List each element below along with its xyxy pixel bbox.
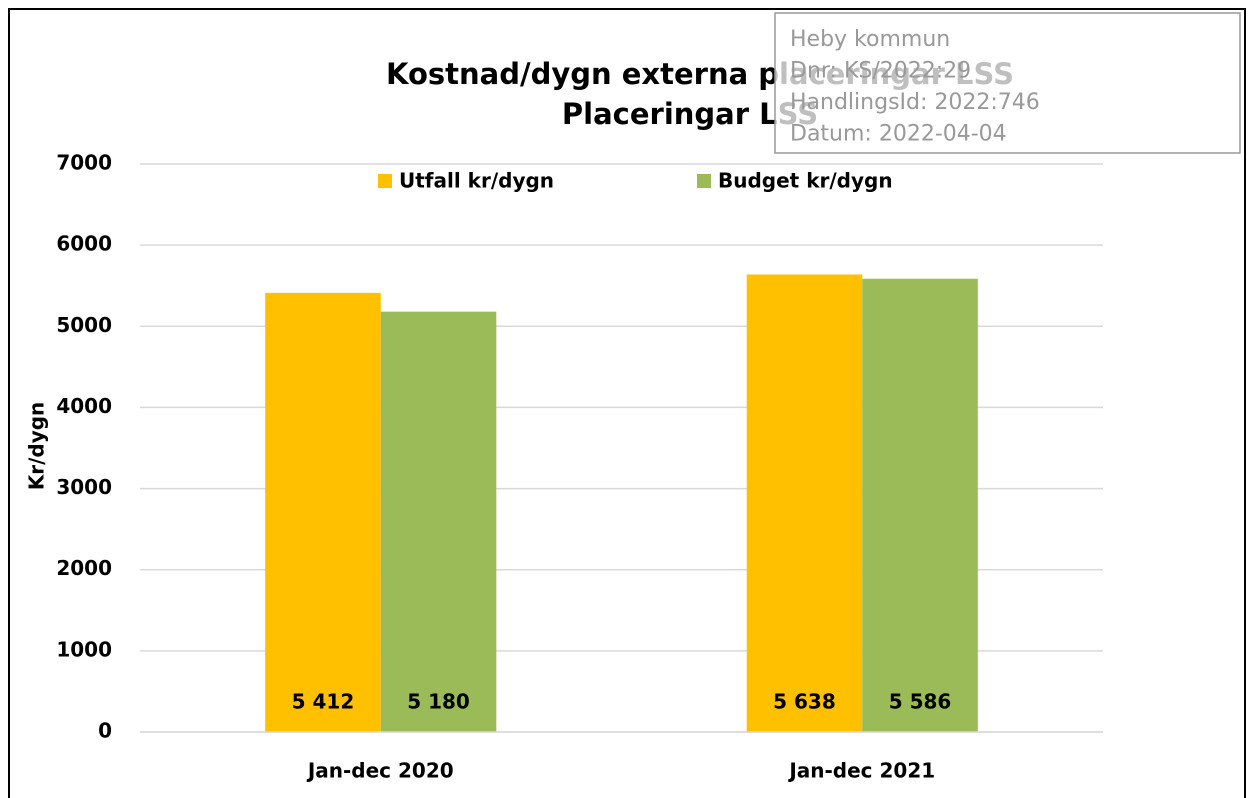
y-tick-label: 5000 (56, 313, 112, 337)
y-tick-label: 2000 (56, 556, 112, 580)
stamp-line: Dnr: KS/2022:29 (790, 59, 971, 84)
bar (380, 311, 497, 732)
y-tick-label: 7000 (56, 151, 112, 175)
legend-label: Utfall kr/dygn (399, 169, 554, 193)
stamp: Heby kommun Dnr: KS/2022:29 HandlingsId: 2… (774, 12, 1241, 154)
x-tick-label: Jan-dec 2020 (306, 759, 454, 783)
y-tick-label: 1000 (56, 637, 112, 661)
bar (746, 274, 863, 732)
data-label: 5 586 (889, 690, 952, 714)
x-tick-label: Jan-dec 2021 (787, 759, 935, 783)
bar (265, 292, 381, 732)
y-axis-label: Kr/dygn (25, 402, 49, 491)
data-label: 5 638 (773, 690, 836, 714)
data-label: 5 412 (292, 690, 355, 714)
y-tick-label: 6000 (56, 232, 112, 256)
legend-swatch (378, 174, 392, 188)
stamp-line: Datum: 2022-04-04 (790, 122, 1007, 147)
stamp-line: Heby kommun (790, 27, 950, 52)
stamp-box (774, 12, 1241, 154)
y-tick-label: 3000 (56, 475, 112, 499)
data-label: 5 180 (407, 690, 470, 714)
legend-label: Budget kr/dygn (718, 169, 893, 193)
legend-swatch (697, 174, 711, 188)
bar (862, 278, 978, 732)
y-tick-label: 0 (98, 719, 112, 743)
stamp-line: HandlingsId: 2022:746 (790, 90, 1040, 115)
y-tick-label: 4000 (56, 394, 112, 418)
